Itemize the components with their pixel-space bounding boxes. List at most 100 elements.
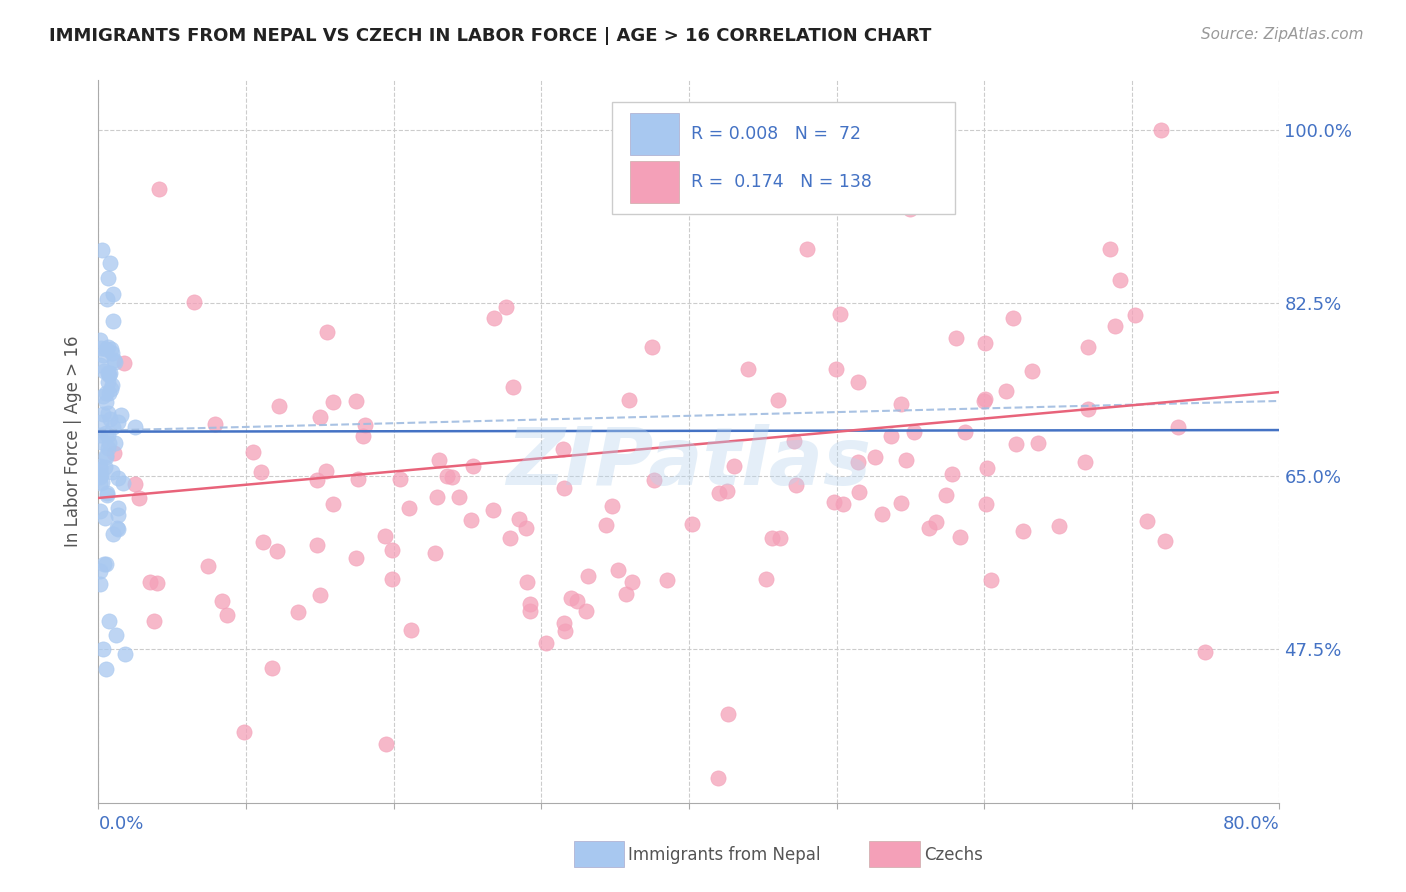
Point bbox=[148, 182, 170, 196]
Point bbox=[124, 477, 146, 491]
Point bbox=[553, 616, 575, 631]
Point bbox=[870, 507, 893, 521]
Point bbox=[401, 623, 423, 637]
Point bbox=[90, 243, 112, 257]
Point bbox=[1077, 401, 1099, 416]
Point bbox=[269, 399, 291, 413]
Point bbox=[941, 467, 963, 481]
Point bbox=[890, 397, 912, 411]
Point bbox=[796, 242, 818, 256]
Point bbox=[831, 496, 853, 510]
Text: Source: ZipAtlas.com: Source: ZipAtlas.com bbox=[1201, 27, 1364, 42]
Text: ZIPatlas: ZIPatlas bbox=[506, 425, 872, 502]
Point bbox=[973, 392, 995, 406]
Text: Czechs: Czechs bbox=[924, 846, 983, 863]
Point bbox=[560, 591, 582, 606]
Point bbox=[519, 598, 541, 612]
Point bbox=[536, 636, 558, 650]
Point bbox=[1021, 364, 1043, 378]
Point bbox=[519, 604, 541, 618]
Point bbox=[768, 393, 790, 408]
Point bbox=[1194, 644, 1216, 658]
Point bbox=[1136, 514, 1159, 528]
Point bbox=[945, 331, 967, 345]
Point bbox=[973, 393, 995, 408]
Point bbox=[94, 448, 117, 462]
Point bbox=[447, 490, 470, 504]
Point bbox=[107, 522, 129, 536]
Point bbox=[848, 455, 870, 469]
Point bbox=[980, 574, 1002, 588]
Point bbox=[98, 256, 121, 270]
Point bbox=[128, 491, 150, 505]
Point bbox=[425, 546, 447, 560]
Point bbox=[346, 471, 368, 485]
Text: R = 0.008   N =  72: R = 0.008 N = 72 bbox=[692, 125, 862, 143]
Point bbox=[375, 737, 398, 751]
Text: 80.0%: 80.0% bbox=[1223, 814, 1279, 832]
Point bbox=[316, 325, 339, 339]
Point bbox=[94, 557, 117, 571]
Point bbox=[783, 434, 806, 448]
Point bbox=[575, 604, 598, 618]
Point bbox=[344, 393, 367, 408]
Point bbox=[953, 425, 976, 439]
Point bbox=[287, 605, 309, 619]
Point bbox=[307, 474, 329, 488]
Point bbox=[707, 485, 730, 500]
Point bbox=[101, 420, 124, 434]
Point bbox=[949, 530, 972, 544]
Point bbox=[1028, 436, 1050, 450]
Y-axis label: In Labor Force | Age > 16: In Labor Force | Age > 16 bbox=[65, 335, 83, 548]
Point bbox=[105, 627, 128, 641]
Point bbox=[100, 411, 122, 425]
Point bbox=[89, 503, 111, 517]
Point bbox=[98, 367, 121, 381]
Point bbox=[139, 575, 162, 590]
Point bbox=[94, 662, 117, 676]
Point bbox=[107, 471, 129, 485]
Point bbox=[707, 771, 730, 785]
Point bbox=[98, 368, 121, 383]
Point bbox=[91, 407, 114, 421]
Point bbox=[89, 428, 111, 442]
Point bbox=[89, 476, 111, 491]
Point bbox=[97, 406, 120, 420]
Point bbox=[1154, 533, 1177, 548]
Point bbox=[595, 517, 617, 532]
FancyBboxPatch shape bbox=[612, 102, 955, 214]
Point bbox=[322, 497, 344, 511]
Point bbox=[252, 535, 274, 549]
Point bbox=[211, 594, 233, 608]
Point bbox=[388, 472, 411, 486]
Point bbox=[880, 429, 903, 443]
Point bbox=[925, 516, 948, 530]
Point bbox=[1104, 319, 1126, 334]
Point bbox=[322, 395, 344, 409]
Point bbox=[97, 366, 120, 380]
Point bbox=[89, 470, 111, 484]
Point bbox=[381, 572, 404, 586]
Point bbox=[890, 496, 912, 510]
Point bbox=[600, 500, 623, 514]
Point bbox=[354, 417, 377, 432]
Point bbox=[823, 494, 845, 508]
Point bbox=[1005, 437, 1028, 451]
Point bbox=[481, 503, 503, 517]
Point bbox=[553, 481, 575, 495]
Point bbox=[427, 453, 450, 467]
Point bbox=[309, 409, 332, 424]
Text: IMMIGRANTS FROM NEPAL VS CZECH IN LABOR FORCE | AGE > 16 CORRELATION CHART: IMMIGRANTS FROM NEPAL VS CZECH IN LABOR … bbox=[49, 27, 932, 45]
Point bbox=[900, 202, 922, 216]
Point bbox=[104, 435, 127, 450]
Point bbox=[215, 607, 238, 622]
Point bbox=[769, 531, 792, 545]
Point bbox=[398, 501, 420, 516]
Point bbox=[114, 648, 136, 662]
Point bbox=[110, 408, 132, 422]
Point bbox=[94, 460, 117, 475]
Point bbox=[502, 379, 524, 393]
Point bbox=[935, 488, 957, 502]
Point bbox=[89, 459, 111, 474]
Point bbox=[100, 342, 122, 356]
